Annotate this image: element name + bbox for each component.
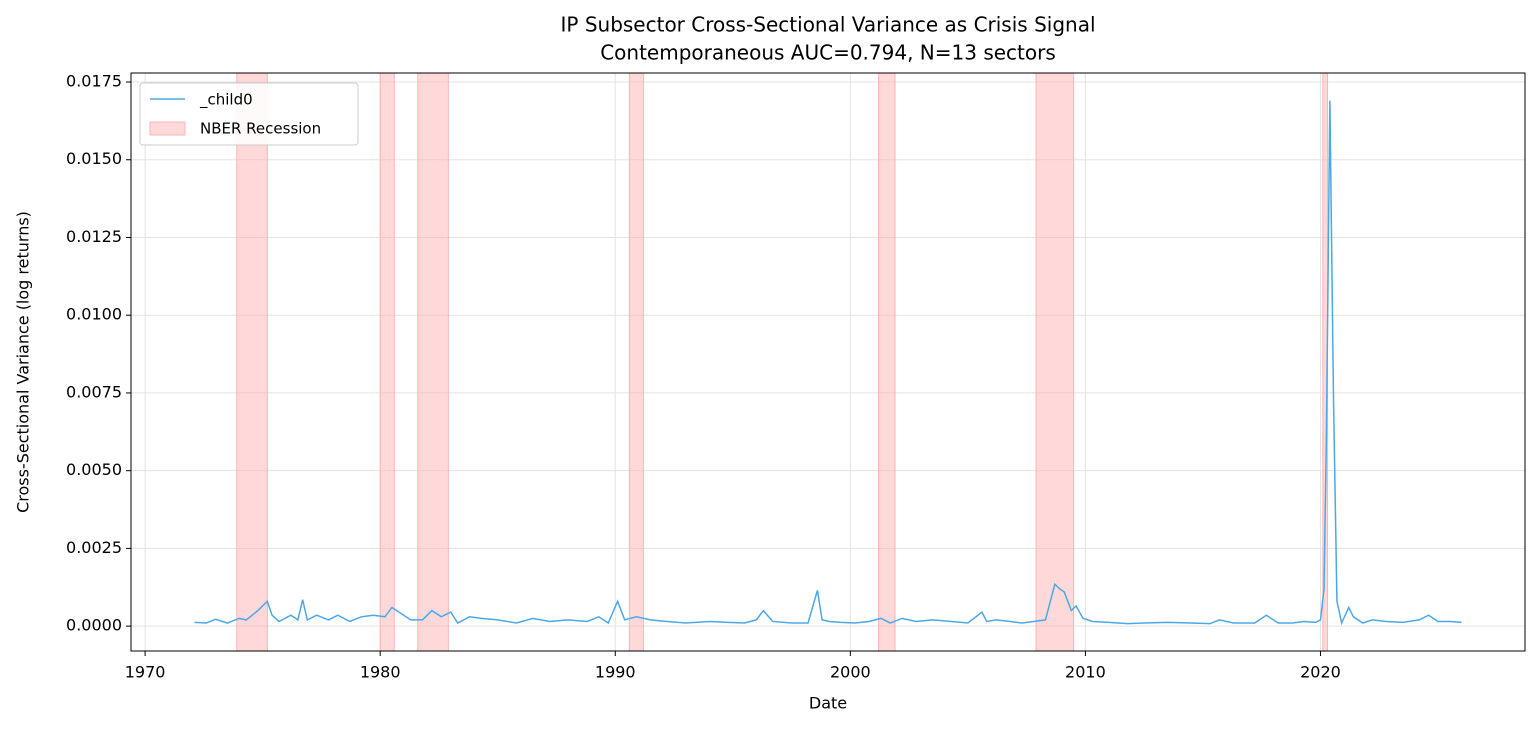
x-tick-label: 1970	[125, 663, 166, 682]
plot-frame	[130, 72, 1526, 652]
y-tick-label: 0.0000	[66, 616, 122, 635]
data-line	[194, 100, 1462, 626]
legend-label: NBER Recession	[200, 120, 321, 138]
y-tick-label: 0.0050	[66, 460, 122, 479]
recession-band	[628, 72, 644, 652]
x-tick-label: 2010	[1065, 663, 1106, 682]
x-tick-label: 2000	[830, 663, 871, 682]
recession-band	[379, 72, 395, 652]
y-tick-label: 0.0025	[66, 538, 122, 557]
recession-band	[236, 72, 268, 652]
recession-band	[417, 72, 449, 652]
chart-title: IP Subsector Cross-Sectional Variance as…	[561, 13, 1096, 37]
x-tick-label: 1980	[360, 663, 401, 682]
y-tick-label: 0.0075	[66, 382, 122, 401]
y-tick-label: 0.0150	[66, 149, 122, 168]
legend-label: _child0	[199, 91, 253, 110]
legend-patch	[149, 121, 186, 136]
legend-box	[139, 82, 359, 146]
x-tick-label: 1990	[595, 663, 636, 682]
y-tick-label: 0.0175	[66, 72, 122, 91]
x-tick-label: 2020	[1300, 663, 1341, 682]
recession-band	[878, 72, 896, 652]
chart-subtitle: Contemporaneous AUC=0.794, N=13 sectors	[600, 41, 1056, 65]
y-tick-label: 0.0100	[66, 305, 122, 324]
x-axis-label: Date	[809, 694, 847, 713]
y-axis-label: Cross-Sectional Variance (log returns)	[14, 211, 33, 513]
y-tick-label: 0.0125	[66, 227, 122, 246]
recession-band	[1035, 72, 1075, 652]
